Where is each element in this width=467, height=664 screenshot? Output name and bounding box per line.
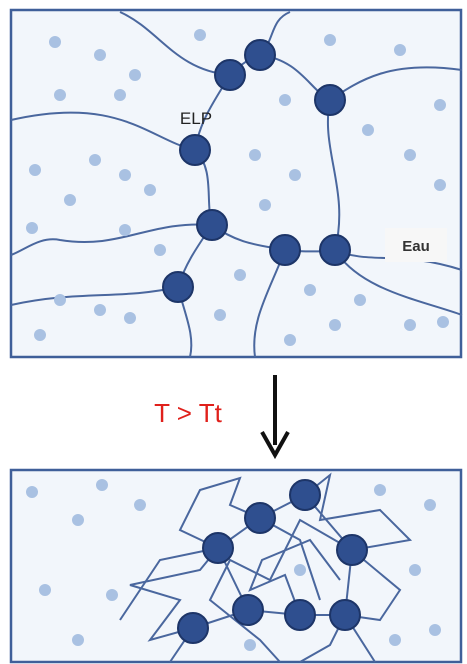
water-label: Eau <box>402 238 430 255</box>
water-dots-after <box>26 479 441 651</box>
elp-nodes-before <box>162 39 351 303</box>
elp-label: ELP <box>180 109 212 128</box>
condition-label: T > Tt <box>154 398 222 428</box>
arrow <box>260 375 290 460</box>
water-label-bg <box>385 228 447 262</box>
water-dots-before <box>26 29 449 346</box>
elp-nodes-after <box>177 479 368 644</box>
panel-after <box>9 468 463 664</box>
